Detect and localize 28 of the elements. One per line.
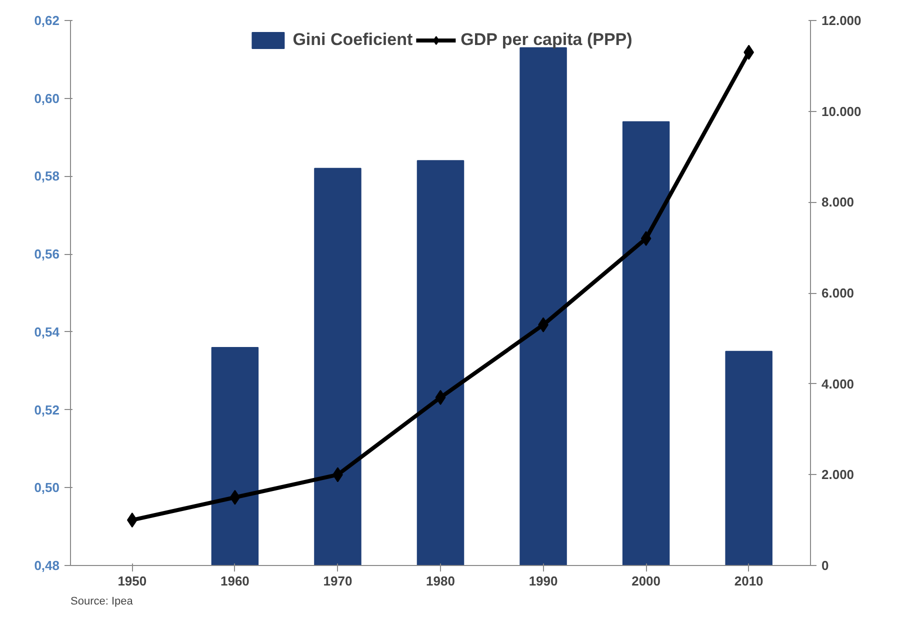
y-tick-label: 0,58 [34, 168, 60, 184]
y2-tick-label: 8.000 [822, 194, 854, 210]
x-tick-label: 1970 [323, 574, 352, 588]
y-tick-label: 0,52 [34, 402, 60, 418]
x-tick-label: 1980 [426, 574, 455, 588]
legend-label: Gini Coeficient [292, 30, 413, 50]
point [230, 490, 240, 505]
source-note: Source: Ipea [70, 596, 134, 608]
x-tick-label: 2010 [734, 574, 764, 588]
y-tick-label: 0,62 [34, 13, 60, 28]
y2-tick-label: 10.000 [822, 104, 862, 119]
y-tick-label: 0,60 [34, 90, 60, 106]
x-tick-label: 1990 [528, 574, 558, 588]
y-tick-label: 0,54 [34, 324, 60, 340]
x-tick-label: 1950 [118, 574, 147, 588]
y-tick-label: 0,48 [34, 558, 60, 573]
x-tick-label: 1960 [220, 574, 250, 588]
y2-tick-label: 12.000 [822, 13, 862, 28]
y2-tick-label: 0 [822, 558, 829, 573]
point [640, 231, 652, 246]
point [435, 390, 446, 405]
legend-label: GDP per capita (PPP) [460, 30, 632, 50]
y2-tick-label: 4.000 [822, 376, 854, 392]
y-tick-label: 0,50 [34, 480, 60, 496]
y2-tick-label: 2.000 [822, 467, 854, 482]
y2-tick-label: 6.000 [822, 286, 854, 300]
x-tick-label: 2000 [632, 574, 661, 588]
y-tick-label: 0,56 [34, 246, 60, 262]
